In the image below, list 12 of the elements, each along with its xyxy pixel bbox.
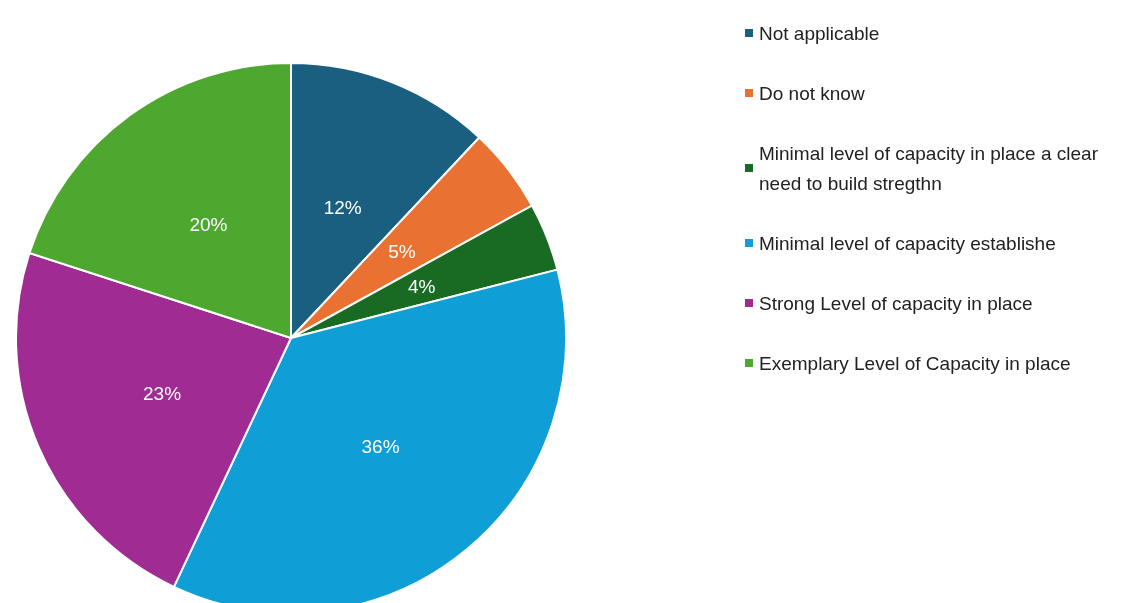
- data-label: 23%: [143, 383, 182, 405]
- legend-label: Not applicable: [759, 22, 880, 44]
- data-label: 12%: [323, 196, 362, 218]
- data-label: 20%: [189, 213, 228, 235]
- data-label: 4%: [407, 275, 436, 297]
- legend-label: Do not know: [759, 82, 865, 104]
- legend-label: Minimal level of capacity in place a clear need to build stregthn: [759, 142, 1104, 194]
- data-label: 5%: [388, 241, 416, 263]
- data-label: 36%: [361, 435, 400, 457]
- legend-label: Strong Level of capacity in place: [759, 292, 1033, 314]
- legend-label: Exemplary Level of Capacity in place: [759, 352, 1071, 374]
- legend-label: Minimal level of capacity establishe: [759, 232, 1056, 254]
